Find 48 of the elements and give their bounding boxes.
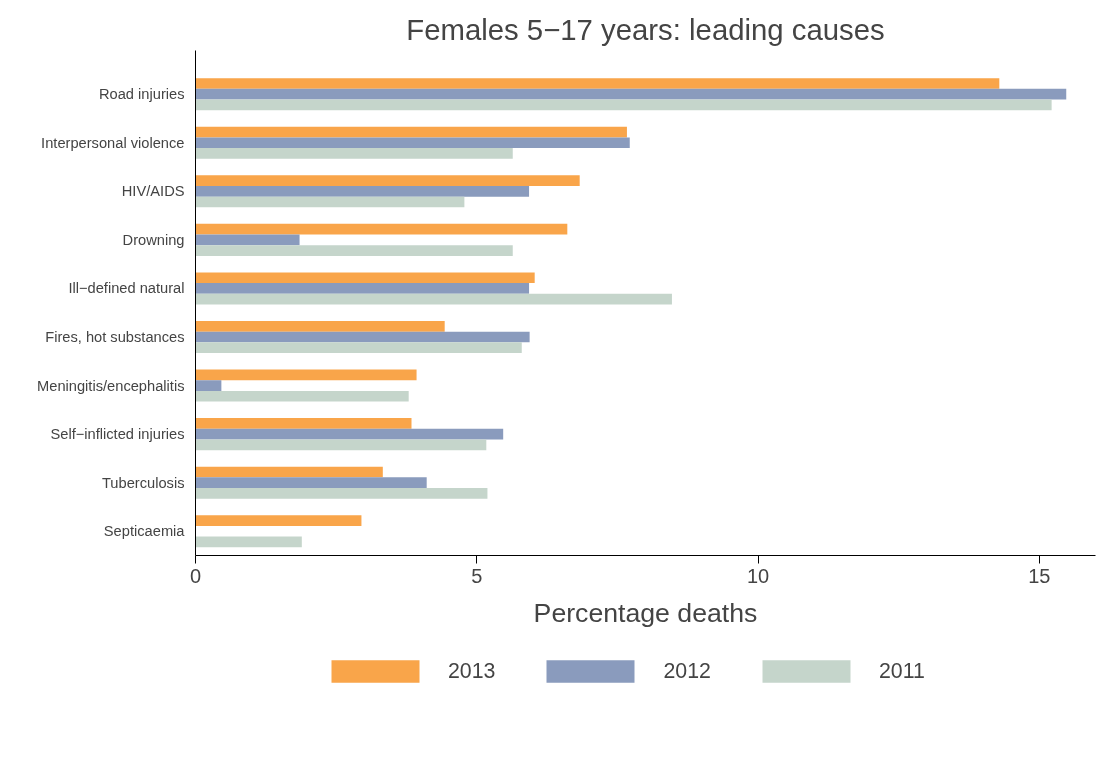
bar — [195, 293, 672, 305]
bar — [195, 418, 412, 429]
bar — [195, 477, 427, 488]
x-tick-label: 5 — [471, 564, 483, 587]
y-tick-label: Interpersonal violence — [41, 134, 185, 151]
bar — [195, 283, 530, 294]
bar — [195, 320, 445, 332]
bar — [195, 439, 487, 451]
x-tick-label: 15 — [1028, 564, 1051, 587]
bar — [195, 223, 568, 235]
bar — [195, 245, 513, 256]
legend-label: 2012 — [663, 658, 711, 684]
bar — [195, 536, 302, 548]
bar — [195, 99, 1052, 111]
bar — [195, 175, 580, 186]
y-tick-label: Road injuries — [98, 86, 185, 103]
y-tick-label: Septicaemia — [103, 523, 186, 540]
bar — [195, 137, 630, 149]
y-tick-label: Meningitis/encephalitis — [37, 377, 185, 394]
bar — [195, 515, 362, 526]
x-axis-title: Percentage deaths — [533, 597, 758, 628]
y-tick-label: Ill−defined natural — [68, 280, 185, 297]
bar — [195, 78, 1000, 89]
bar — [195, 390, 409, 402]
bar — [195, 88, 1067, 100]
y-tick-label: Tuberculosis — [101, 474, 185, 491]
bar — [195, 488, 488, 499]
bar — [195, 234, 300, 246]
y-tick-label: Fires, hot substances — [45, 328, 185, 345]
bar — [195, 185, 530, 197]
bar — [195, 272, 535, 284]
bar — [195, 331, 530, 343]
bar — [195, 380, 222, 391]
bar — [195, 126, 627, 138]
legend-label: 2011 — [878, 658, 925, 684]
bar — [195, 428, 504, 440]
bar — [195, 342, 522, 354]
bar — [195, 148, 513, 159]
y-tick-label: Self−inflicted injuries — [50, 426, 185, 443]
legend-label: 2013 — [448, 658, 496, 684]
x-tick-label: 0 — [189, 564, 202, 587]
bar — [195, 369, 417, 381]
chart-title: Females 5−17 years: leading causes — [406, 12, 885, 46]
y-tick-label: Drowning — [122, 231, 185, 248]
bar — [195, 196, 465, 208]
x-tick-label: 10 — [746, 564, 770, 587]
y-tick-label: HIV/AIDS — [121, 183, 185, 200]
bar — [195, 466, 383, 478]
